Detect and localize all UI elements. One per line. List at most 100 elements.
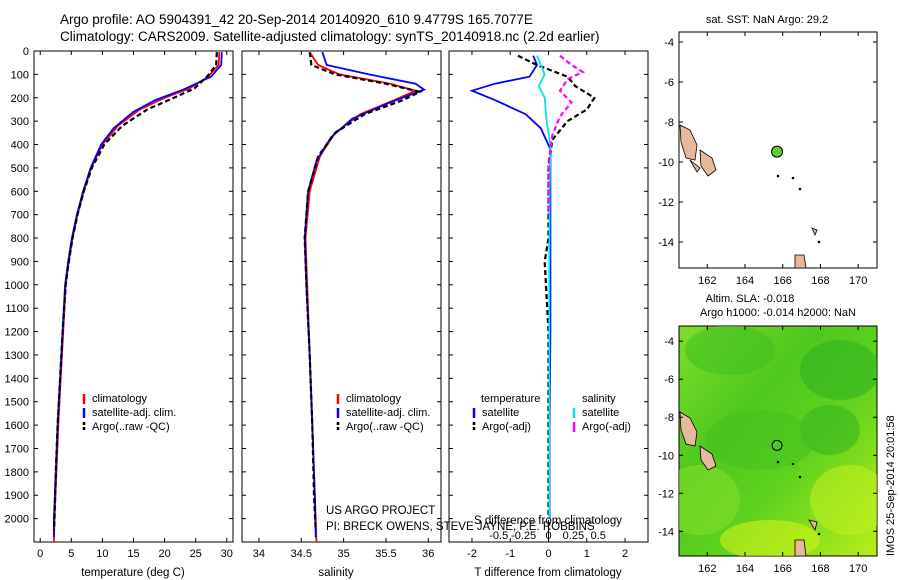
sst_map-xtick-label: 170 (849, 275, 867, 287)
sst_map-ytick-label: -6 (664, 77, 674, 89)
temperature-xtick-label: 20 (158, 548, 170, 560)
diff-salinity-legend-label: satellite (582, 407, 619, 419)
sst-float-marker (771, 145, 784, 158)
depth-tick-label: 300 (11, 116, 29, 128)
sla_map-xtick-label: 168 (811, 563, 829, 575)
diff-temperature-legend-label: Argo(-adj) (482, 421, 531, 433)
depth-tick-label: 2000 (5, 514, 29, 526)
sst_map-ytick-label: -8 (664, 117, 674, 129)
difference-series-salinity-satellite (536, 55, 552, 519)
sla_map-xtick-label: 170 (849, 563, 867, 575)
depth-tick-label: 1000 (5, 280, 29, 292)
salinity-legend-label: Argo(..raw -QC) (346, 421, 424, 433)
difference-xtick-label: 0 (545, 548, 551, 560)
sla-land-vanuatu-north (679, 411, 698, 447)
diff-legend-salinity-header: salinity (582, 393, 616, 405)
sla_map-ytick-label: -12 (658, 488, 674, 500)
sla_map-xtick-label: 166 (774, 563, 792, 575)
temperature-xtick-label: 30 (221, 548, 233, 560)
depth-tick-label: 400 (11, 140, 29, 152)
temperature-axes (33, 50, 234, 543)
depth-tick-label: 800 (11, 233, 29, 245)
depth-tick-label: 0 (23, 46, 29, 58)
salinity-xtick-label: 34.5 (291, 548, 312, 560)
sst-map-title: sat. SST: NaN Argo: 29.2 (706, 14, 828, 26)
sla_map-xtick-label: 164 (736, 563, 754, 575)
sla_map-xtick-label: 162 (698, 563, 716, 575)
salinity-legend-label: satellite-adj. clim. (346, 407, 430, 419)
temperature-series-satellite-adj-clim- (53, 52, 223, 538)
depth-tick-label: 1600 (5, 420, 29, 432)
depth-tick-label: 900 (11, 256, 29, 268)
depth-tick-label: 700 (11, 210, 29, 222)
sla-float-marker (771, 439, 783, 451)
difference-xtick-label: 1 (584, 548, 590, 560)
depth-tick-label: 200 (11, 93, 29, 105)
depth-tick-label: 100 (11, 69, 29, 81)
salinity-xtick-label: 36 (422, 548, 434, 560)
sla_map-ytick-label: -14 (658, 526, 674, 538)
sst-land-vanuatu-north (679, 124, 698, 161)
sla-land-small-2 (808, 519, 818, 532)
difference-xlabel-top: S difference from climatology (474, 515, 622, 527)
sla-land-small-1 (794, 539, 807, 556)
sst-land-small-1 (794, 254, 807, 268)
depth-tick-label: 1500 (5, 397, 29, 409)
salinity-xtick-label: 35 (337, 548, 349, 560)
salinity-xlabel: salinity (318, 567, 353, 579)
sst-land-vanuatu-3 (689, 159, 701, 173)
timestamp-stamp: IMOS 25-Sep-2014 20:01:58 (885, 415, 897, 556)
salinity-axes (241, 50, 442, 543)
salinity-xtick-label: 34 (253, 548, 265, 560)
sst-map-land (679, 124, 821, 268)
difference-top-tick-label: -0.5 (489, 530, 508, 542)
temperature-xtick-label: 25 (190, 548, 202, 560)
diff-salinity-legend-label: Argo(-adj) (582, 421, 631, 433)
header-line-2: Climatology: CARS2009. Satellite-adjuste… (60, 29, 600, 44)
difference-top-tick-label: -0.25 (511, 530, 536, 542)
sst_map-ytick-label: -12 (658, 197, 674, 209)
sst_map-ytick-label: -14 (658, 237, 674, 249)
sst-islet-1 (776, 174, 780, 178)
temperature-xlabel: temperature (deg C) (81, 567, 185, 579)
temperature-legend-label: Argo(..raw -QC) (92, 421, 170, 433)
diff-legend-temperature-header: temperature (481, 393, 540, 405)
difference-top-tick-label: 0.25 (563, 530, 584, 542)
salinity-series-argo-raw-qc- (303, 52, 424, 531)
sla-map-title-2: Argo h1000: -0.014 h2000: NaN (700, 307, 856, 319)
sst-islet-4 (817, 240, 821, 244)
depth-tick-label: 1300 (5, 350, 29, 362)
difference-series-satellite (469, 55, 552, 519)
depth-tick-label: 1200 (5, 327, 29, 339)
sla_map-ytick-label: -6 (664, 374, 674, 386)
salinity-xtick-label: 35.5 (375, 548, 396, 560)
sst-land-small-2 (811, 227, 818, 237)
sst-land-vanuatu-2 (699, 149, 717, 177)
sla_map-ytick-label: -4 (664, 336, 674, 348)
sst_map-ytick-label: -4 (664, 37, 674, 49)
sst-islet-3 (798, 187, 802, 191)
sla_map-ytick-label: -8 (664, 412, 674, 424)
diff-temperature-legend-label: satellite (482, 407, 519, 419)
depth-tick-label: 1800 (5, 467, 29, 479)
difference-xtick-label: -1 (505, 548, 515, 560)
sla-land-vanuatu-2 (699, 445, 717, 471)
header-line-1: Argo profile: AO 5904391_42 20-Sep-2014 … (60, 12, 533, 27)
sla_map-ytick-label: -10 (658, 450, 674, 462)
sst_map-xtick-label: 164 (736, 275, 754, 287)
temperature-legend-label: satellite-adj. clim. (92, 407, 176, 419)
difference-top-tick-label: 0.5 (591, 530, 606, 542)
depth-tick-label: 1700 (5, 443, 29, 455)
credits-pi: PI: BRECK OWENS, STEVE JAYNE, P.E. ROBBI… (326, 521, 595, 533)
temperature-xtick-label: 5 (68, 548, 74, 560)
difference-xtick-label: 2 (622, 548, 628, 560)
temperature-xtick-label: 0 (37, 548, 43, 560)
temperature-legend-label: climatology (92, 393, 148, 405)
depth-tick-label: 500 (11, 163, 29, 175)
temperature-xtick-label: 15 (127, 548, 139, 560)
difference-xtick-label: -2 (467, 548, 477, 560)
depth-tick-label: 600 (11, 186, 29, 198)
sla-map-land (679, 411, 821, 556)
salinity-legend-label: climatology (346, 393, 402, 405)
